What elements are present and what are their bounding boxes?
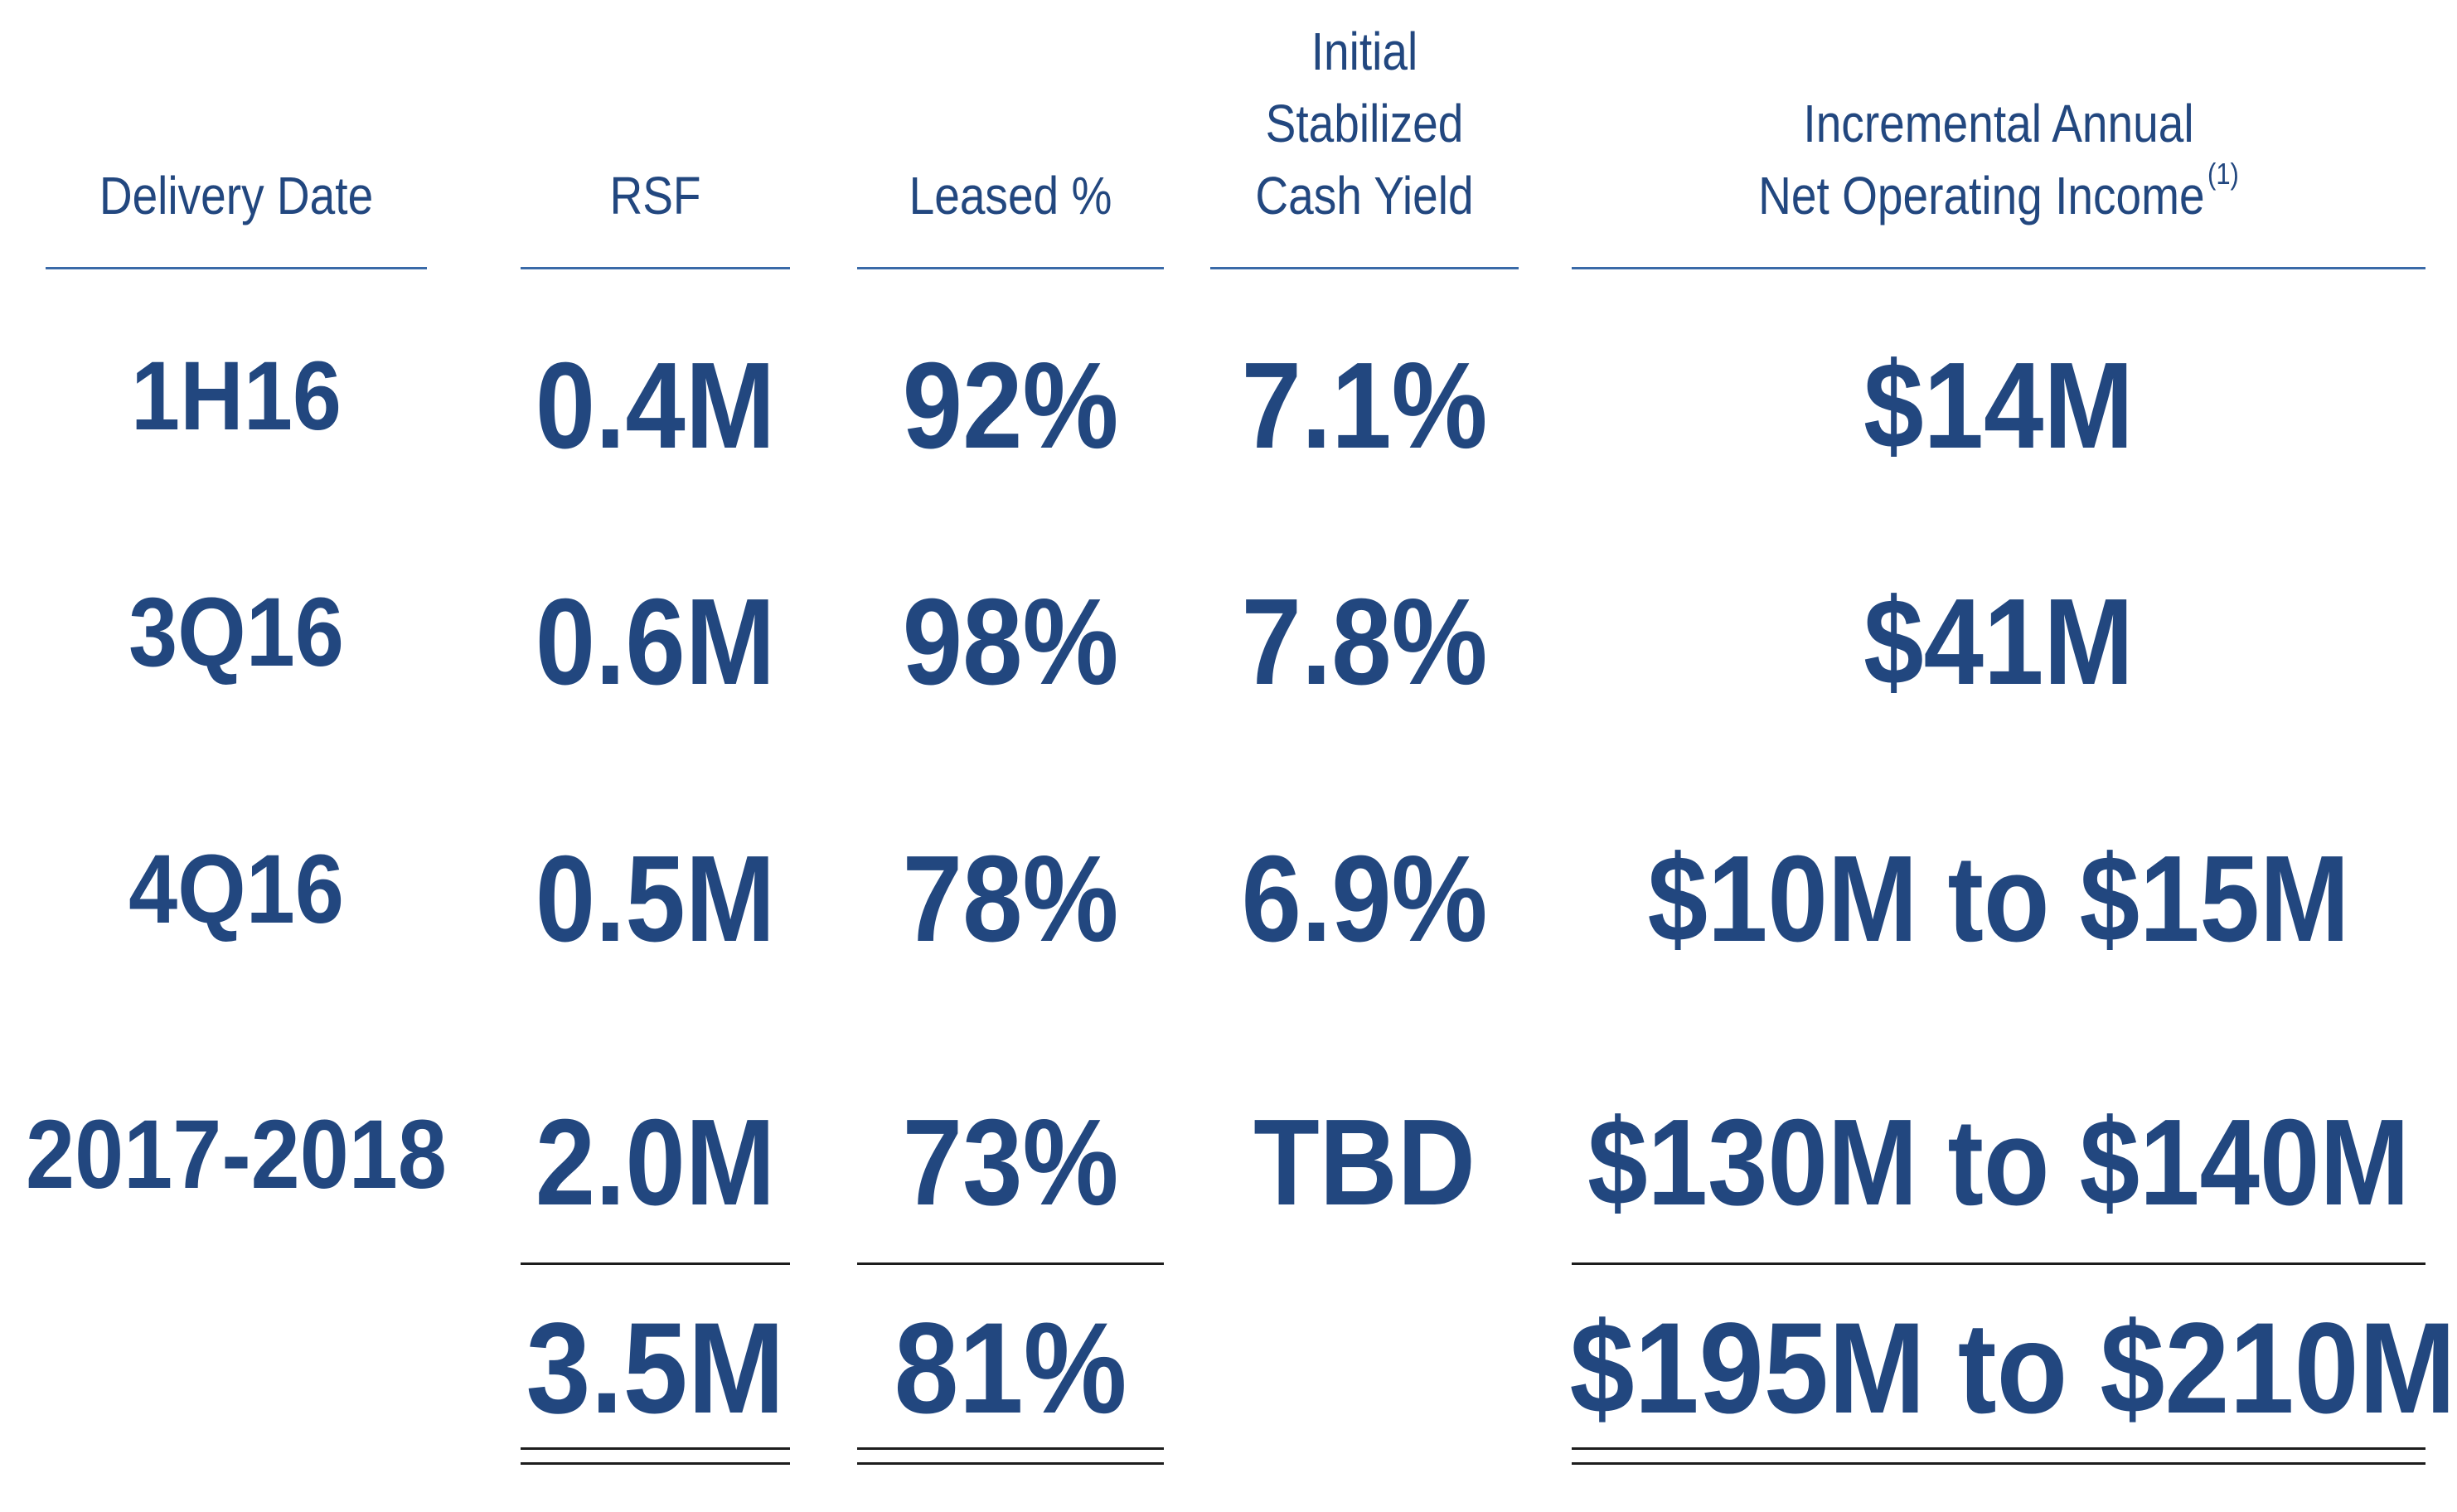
cell-delivery-row-2: 3Q16 bbox=[128, 578, 344, 687]
header-line: Cash Yield bbox=[1255, 165, 1474, 225]
cell-noi-row-2: $41M bbox=[1863, 574, 2134, 710]
column-leased: Leased % 92% 98% 78% 73% 81% bbox=[857, 0, 1164, 1512]
cell-yield-row-4: TBD bbox=[1253, 1094, 1476, 1231]
cell-noi-row-4: $130M to $140M bbox=[1587, 1094, 2410, 1231]
header-rsf: RSF bbox=[540, 160, 772, 232]
header-rule bbox=[1210, 267, 1519, 269]
header-line-text: Net Operating Income bbox=[1758, 165, 2205, 225]
subtotal-rule bbox=[1572, 1262, 2426, 1265]
cell-yield-row-3: 6.9% bbox=[1241, 831, 1488, 967]
cell-leased-row-3: 78% bbox=[902, 831, 1119, 967]
double-rule-top bbox=[857, 1447, 1164, 1450]
header-line: Leased % bbox=[909, 165, 1112, 225]
cell-delivery-row-4: 2017-2018 bbox=[26, 1100, 447, 1209]
cell-leased-row-4: 73% bbox=[902, 1094, 1119, 1231]
double-rule-top bbox=[1572, 1447, 2426, 1450]
cell-noi-row-3: $10M to $15M bbox=[1647, 831, 2350, 967]
header-line: Incremental Annual bbox=[1803, 93, 2194, 153]
double-rule-bottom bbox=[857, 1462, 1164, 1465]
cell-delivery-row-3: 4Q16 bbox=[128, 835, 344, 944]
header-line: Stabilized bbox=[1265, 93, 1464, 153]
header-delivery-date: Delivery Date bbox=[72, 160, 400, 232]
footnote-marker: (1) bbox=[2207, 156, 2239, 191]
total-rsf: 3.5M bbox=[526, 1296, 785, 1441]
header-rule bbox=[46, 267, 427, 269]
header-leased: Leased % bbox=[879, 160, 1142, 232]
total-noi: $195M to $210M bbox=[1569, 1296, 2456, 1441]
double-rule-top bbox=[521, 1447, 790, 1450]
double-rule-bottom bbox=[521, 1462, 790, 1465]
cell-rsf-row-4: 2.0M bbox=[535, 1094, 776, 1231]
header-cash-yield: Initial Stabilized Cash Yield bbox=[1232, 16, 1497, 232]
column-cash-yield: Initial Stabilized Cash Yield 7.1% 7.8% … bbox=[1210, 0, 1519, 1512]
subtotal-rule bbox=[857, 1262, 1164, 1265]
header-line: Initial bbox=[1311, 21, 1418, 81]
subtotal-rule bbox=[521, 1262, 790, 1265]
column-noi: Incremental Annual Net Operating Income(… bbox=[1569, 0, 2456, 1512]
header-rule bbox=[857, 267, 1164, 269]
cell-noi-row-1: $14M bbox=[1863, 337, 2134, 474]
cell-rsf-row-3: 0.5M bbox=[535, 831, 776, 967]
cell-rsf-row-2: 0.6M bbox=[535, 574, 776, 710]
header-rule bbox=[521, 267, 790, 269]
total-leased: 81% bbox=[894, 1296, 1127, 1441]
column-rsf: RSF 0.4M 0.6M 0.5M 2.0M 3.5M bbox=[521, 0, 790, 1512]
header-line: Delivery Date bbox=[99, 165, 374, 225]
cell-rsf-row-1: 0.4M bbox=[535, 337, 776, 474]
header-rule bbox=[1572, 267, 2426, 269]
double-rule-bottom bbox=[1572, 1462, 2426, 1465]
cell-yield-row-2: 7.8% bbox=[1241, 574, 1488, 710]
header-line: Net Operating Income(1) bbox=[1631, 156, 2366, 232]
cell-leased-row-2: 98% bbox=[902, 574, 1119, 710]
column-delivery-date: Delivery Date 1H16 3Q16 4Q16 2017-2018 bbox=[26, 0, 447, 1512]
header-noi: Incremental Annual Net Operating Income(… bbox=[1631, 88, 2366, 232]
cell-leased-row-1: 92% bbox=[902, 337, 1119, 474]
cell-yield-row-1: 7.1% bbox=[1241, 337, 1488, 474]
header-line: RSF bbox=[609, 165, 701, 225]
cell-delivery-row-1: 1H16 bbox=[131, 342, 342, 451]
